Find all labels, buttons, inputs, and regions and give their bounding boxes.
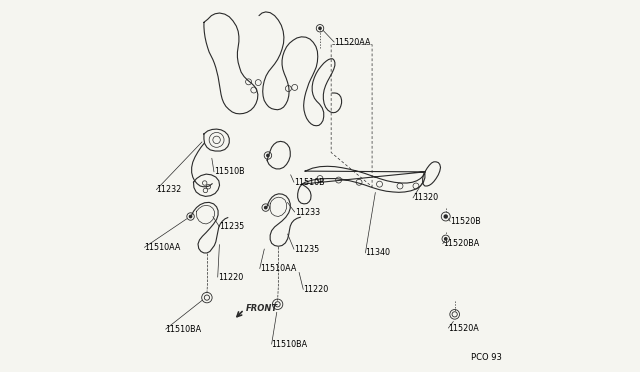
Text: 11520B: 11520B xyxy=(450,217,481,226)
Circle shape xyxy=(318,26,322,30)
Text: 11235: 11235 xyxy=(294,245,319,254)
Text: 11510B: 11510B xyxy=(294,178,324,187)
Text: 11320: 11320 xyxy=(413,193,438,202)
Text: PCO 93: PCO 93 xyxy=(470,353,502,362)
Text: 11233: 11233 xyxy=(294,208,320,217)
Text: 11510AA: 11510AA xyxy=(260,264,296,273)
Text: 11220: 11220 xyxy=(303,285,328,294)
Text: FRONT: FRONT xyxy=(246,304,278,313)
Text: 11340: 11340 xyxy=(365,248,390,257)
Circle shape xyxy=(266,154,270,157)
Circle shape xyxy=(264,206,268,209)
Text: 11510BA: 11510BA xyxy=(271,340,308,349)
Text: 11235: 11235 xyxy=(220,222,245,231)
Circle shape xyxy=(189,215,193,218)
Circle shape xyxy=(444,214,448,219)
Text: 11510B: 11510B xyxy=(214,167,244,176)
Text: 11520AA: 11520AA xyxy=(334,38,371,46)
Text: 11510AA: 11510AA xyxy=(145,243,180,252)
Text: 11220: 11220 xyxy=(218,273,243,282)
Circle shape xyxy=(444,237,447,241)
Text: 11520A: 11520A xyxy=(449,324,479,333)
Text: 11232: 11232 xyxy=(156,185,182,194)
Text: 11520BA: 11520BA xyxy=(443,239,479,248)
Text: 11510BA: 11510BA xyxy=(166,325,202,334)
